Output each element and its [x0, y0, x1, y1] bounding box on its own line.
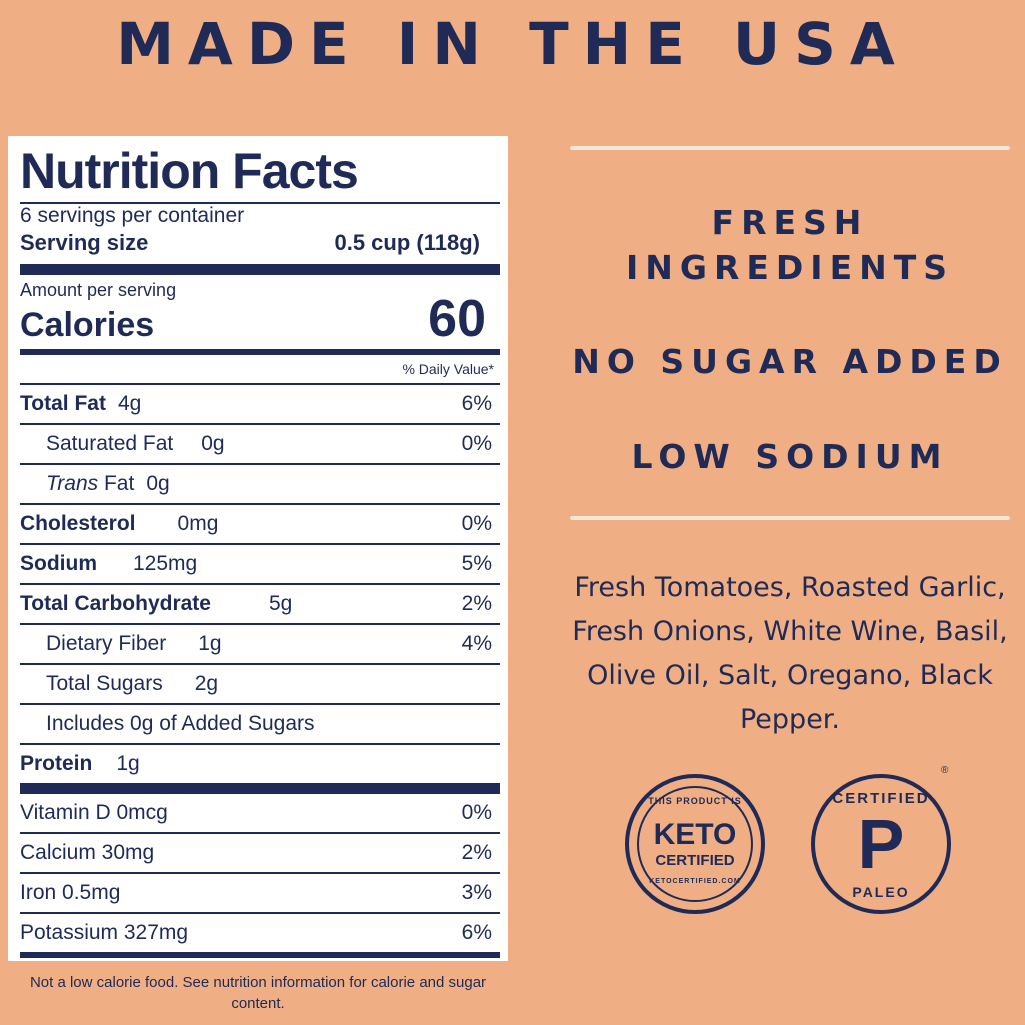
nutrient-dv: 4% [461, 632, 492, 655]
keto-certified-badge: THIS PRODUCT IS KETO CERTIFIED KETOCERTI… [625, 774, 765, 914]
keto-badge-bottom: KETOCERTIFIED.COM [649, 878, 741, 885]
vitamin-label: Potassium 327mg [20, 921, 189, 944]
paleo-badge-top: CERTIFIED [832, 790, 930, 807]
nutrient-amount: 5g [268, 592, 293, 615]
nutrient-name: Total Sugars [46, 672, 163, 695]
nutrient-name: Total Carbohydrate [20, 592, 211, 615]
vitamin-dv: 2% [461, 841, 492, 864]
nutrient-name: Includes 0g of Added Sugars [46, 712, 315, 735]
nutrient-dv: 0% [461, 432, 492, 455]
divider-medium [20, 349, 500, 355]
nutrient-row: Total Fat 4g 6% [20, 383, 500, 423]
paleo-certified-badge: CERTIFIED P PALEO [811, 774, 951, 914]
servings-per-container: 6 servings per container [20, 204, 245, 227]
registered-mark: ® [941, 765, 949, 776]
daily-value-header: % Daily Value* [402, 361, 494, 377]
nutrient-amount: 4g [117, 392, 142, 415]
divider-bottom [20, 952, 500, 958]
nutrient-amount: 1g [116, 752, 140, 775]
vitamin-dv: 3% [461, 881, 492, 904]
nutrient-name-suffix: Fat [103, 472, 135, 495]
vitamin-label: Calcium 30mg [20, 841, 155, 864]
nutrient-dv: 0% [461, 512, 492, 535]
nutrient-amount: 0g [146, 472, 170, 495]
nutrient-amount: 125mg [133, 552, 198, 575]
serving-size-row: Serving size 0.5 cup (118g) [20, 228, 500, 258]
nutrient-name: Dietary Fiber [46, 632, 167, 655]
vitamin-row: Vitamin D 0mcg 0% [20, 794, 500, 832]
keto-badge-line1: KETO [653, 818, 737, 851]
nutrient-row: Sodium 125mg 5% [20, 543, 500, 583]
nutrient-name: Trans [46, 472, 99, 495]
nutrient-dv: 5% [461, 552, 492, 575]
nutrient-row: Trans Fat 0g [20, 463, 500, 503]
divider-thick [20, 783, 500, 794]
amount-per-serving: Amount per serving [20, 280, 177, 300]
divider [20, 202, 500, 204]
calories-value: 60 [428, 290, 486, 348]
paleo-badge-bottom: PALEO [852, 884, 910, 900]
divider-brush-top [570, 146, 1010, 150]
calories-row: Calories 60 [20, 290, 500, 348]
nutrient-name: Protein [20, 752, 93, 775]
nutrient-row: Total Sugars 2g [20, 663, 500, 703]
keto-badge-top: THIS PRODUCT IS [648, 796, 742, 806]
claim-low-sodium: LOW SODIUM [631, 437, 949, 476]
nutrient-row: Protein 1g [20, 743, 500, 783]
footnote: Not a low calorie food. See nutrition in… [29, 974, 487, 1012]
vitamin-label: Iron 0.5mg [20, 881, 121, 904]
vitamin-dv: 0% [461, 801, 492, 824]
nutrient-name: Saturated Fat [46, 432, 174, 455]
nutrient-amount: 0mg [177, 512, 219, 535]
serving-size-label: Serving size [20, 230, 149, 255]
nutrition-facts-title: Nutrition Facts [20, 143, 359, 199]
nutrient-row: Includes 0g of Added Sugars [20, 703, 500, 743]
nutrient-name: Total Fat [20, 392, 106, 415]
claim-fresh-line1: FRESH [711, 203, 869, 242]
paleo-badge-letter: P [857, 805, 905, 883]
nutrient-name: Cholesterol [20, 512, 136, 535]
nutrient-name: Sodium [20, 552, 97, 575]
vitamin-label: Vitamin D 0mcg [20, 801, 168, 824]
nutrient-dv: 6% [461, 392, 492, 415]
divider-thick [20, 264, 500, 275]
calories-label: Calories [20, 306, 155, 344]
nutrient-amount: 0g [201, 432, 225, 455]
vitamin-dv: 6% [461, 921, 492, 944]
nutrient-row: Saturated Fat 0g 0% [20, 423, 500, 463]
serving-size-value: 0.5 cup (118g) [334, 230, 480, 255]
nutrient-amount: 2g [194, 672, 219, 695]
nutrient-row: Total Carbohydrate 5g 2% [20, 583, 500, 623]
headline: MADE IN THE USA [116, 10, 909, 78]
nutrient-row: Dietary Fiber 1g 4% [20, 623, 500, 663]
nutrient-amount: 1g [198, 632, 222, 655]
nutrient-dv: 2% [461, 592, 492, 615]
claim-fresh-line2: INGREDIENTS [625, 248, 955, 287]
nutrition-facts-panel: Nutrition Facts 6 servings per container… [8, 136, 508, 961]
vitamin-row: Iron 0.5mg 3% [20, 872, 500, 912]
vitamin-row: Potassium 327mg 6% [20, 912, 500, 952]
claim-no-sugar: NO SUGAR ADDED [572, 342, 1008, 381]
ingredients-list: Fresh Tomatoes, Roasted Garlic, Fresh On… [572, 572, 1008, 735]
nutrient-row: Cholesterol 0mg 0% [20, 503, 500, 543]
divider-brush-bottom [570, 516, 1010, 520]
vitamin-row: Calcium 30mg 2% [20, 832, 500, 872]
keto-badge-line2: CERTIFIED [655, 852, 735, 869]
